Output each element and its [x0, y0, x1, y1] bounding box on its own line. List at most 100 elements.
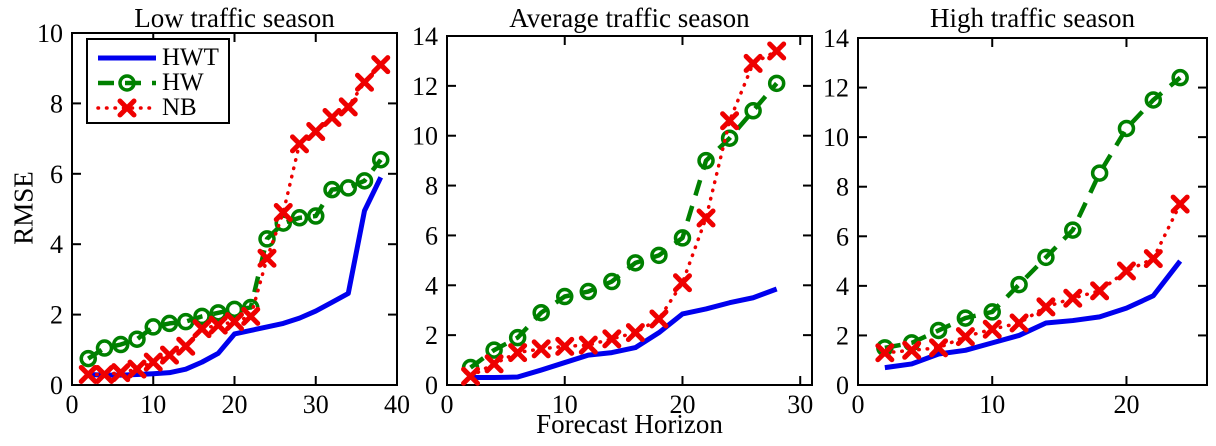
series-nb-marker [176, 336, 196, 356]
series-nb-marker [902, 340, 922, 360]
series-nb-marker [1009, 313, 1029, 333]
series-hw-marker [720, 129, 739, 147]
legend-marker-hw [118, 73, 136, 92]
y-tick-label: 6 [425, 221, 438, 250]
series-nb-marker [875, 343, 895, 363]
series-nb-marker [225, 312, 244, 332]
series-hw-marker [372, 150, 390, 169]
x-tick-label: 0 [66, 390, 79, 419]
series-nb-marker [1063, 288, 1083, 308]
series-nb-marker [355, 72, 374, 92]
y-tick-label: 12 [823, 74, 849, 103]
y-tick-label: 4 [50, 230, 63, 259]
series-nb-marker [1090, 281, 1110, 301]
series-nb-marker [602, 329, 622, 349]
x-tick-label: 30 [303, 390, 329, 419]
panel-1: 0 10 20 30 40 0 2 4 6 8 10 [37, 19, 410, 419]
x-tick-label: 20 [669, 390, 695, 419]
series-hw-marker [956, 309, 975, 327]
series-nb-marker [743, 53, 763, 73]
series-hw-marker [579, 282, 598, 301]
x-tick-label: 30 [787, 390, 813, 419]
series-hw-marker [1037, 248, 1055, 267]
series-nb-marker [1116, 261, 1136, 281]
legend-label-hwt: HWT [162, 44, 219, 71]
x-axis-label-forecast-horizon: Forecast Horizon [536, 409, 723, 439]
series-hw-line [884, 75, 1182, 351]
series-nb-marker [929, 338, 949, 358]
x-tick-label: 0 [441, 390, 454, 419]
legend-label-hw: HW [162, 69, 204, 96]
y-tick-label: 0 [50, 371, 63, 400]
y-tick-label: 2 [425, 321, 438, 350]
series-hw-marker [697, 151, 715, 170]
legend-item-nb: NB [96, 95, 228, 120]
series-nb-marker [672, 273, 692, 293]
legend-item-hw: HW [96, 70, 228, 95]
y-tick-label: 0 [425, 371, 438, 400]
series-nb-marker [273, 203, 293, 223]
series-nb-marker [1170, 194, 1190, 214]
series-nb-marker [720, 111, 740, 131]
y-axis-label-rmse: RMSE [8, 171, 39, 245]
plot-title-average-traffic: Average traffic season [509, 3, 750, 33]
y-tick-label: 8 [836, 173, 849, 202]
y-tick-label: 6 [836, 222, 849, 251]
series-nb-marker [95, 364, 114, 384]
y-tick-label: 4 [425, 271, 438, 300]
series-hw-marker [603, 272, 621, 291]
series-hw-marker [274, 214, 292, 232]
legend-marker-nb [117, 98, 137, 117]
legend: HWT HW NB [86, 38, 230, 124]
series-nb-marker [625, 323, 645, 343]
series-hw-marker [209, 304, 227, 322]
y-tick-label: 8 [425, 172, 438, 201]
series-nb-marker [696, 208, 716, 228]
legend-line-sample-hwt-icon [98, 55, 156, 60]
axes-box [446, 35, 813, 386]
panel-2: 0 10 20 30 0 2 4 6 8 10 12 14 [412, 22, 813, 419]
y-tick-label: 14 [823, 24, 849, 53]
panel-3: 0 10 20 0 2 4 6 8 10 12 14 [823, 24, 1208, 419]
series-nb-marker [111, 363, 131, 383]
y-tick-label: 10 [412, 122, 438, 151]
series-nb-marker [371, 55, 391, 75]
series-hw-marker [339, 179, 357, 197]
series-nb-marker [160, 345, 179, 365]
series-nb-marker [192, 319, 212, 339]
series-hwt-line [470, 286, 778, 381]
series-hw-marker [290, 209, 309, 227]
series-hw-marker [323, 180, 341, 199]
series-hw-line [469, 81, 779, 370]
series-hw-marker [555, 287, 574, 306]
series-hwt-line [88, 176, 383, 378]
axes-box [857, 37, 1208, 386]
plot-title-high-traffic: High traffic season [930, 3, 1135, 33]
series-hw-marker [1010, 275, 1028, 294]
series-hw-marker [485, 341, 503, 359]
series-hw-marker [1117, 119, 1136, 138]
legend-label-nb: NB [162, 94, 197, 121]
series-nb-marker [306, 122, 326, 142]
series-nb-marker [1036, 297, 1056, 317]
series-hw-marker [673, 229, 692, 247]
series-nb-marker [649, 309, 669, 329]
series-hw-marker [929, 321, 948, 340]
y-tick-label: 0 [836, 371, 849, 400]
series-nb-marker [555, 336, 575, 356]
y-tick-label: 2 [836, 321, 849, 350]
series-hw-marker [307, 207, 325, 225]
series-hw-line [87, 158, 383, 361]
y-tick-label: 4 [836, 272, 849, 301]
series-hw-marker [160, 314, 179, 333]
series-hw-marker [532, 303, 550, 322]
series-hw-marker [650, 246, 668, 265]
x-tick-label: 10 [140, 390, 166, 419]
plot-title-low-traffic: Low traffic season [134, 3, 335, 33]
series-hw-marker [508, 328, 527, 347]
series-hw-marker [626, 254, 645, 272]
series-hw-marker [258, 230, 276, 248]
series-hw-marker [767, 74, 786, 93]
